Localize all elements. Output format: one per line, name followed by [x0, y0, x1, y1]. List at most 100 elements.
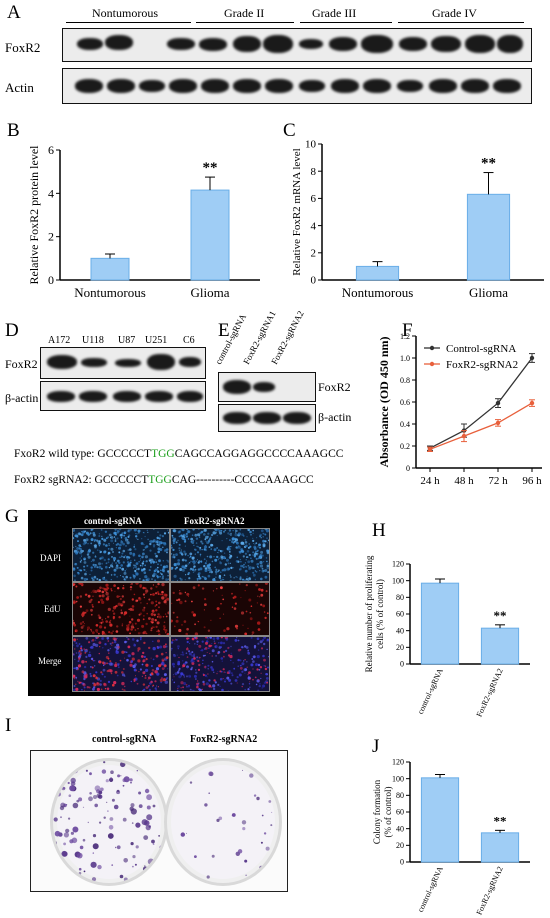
panel-label-a: A	[7, 2, 21, 23]
bar	[480, 627, 520, 665]
chart-c: 0 2 4 6 8 10 Nontumorous Glioma ** Relative FoxR2…	[291, 139, 544, 300]
chart-f: 0 0.2 0.4 0.6 0.8 1.0 1.2 24 h 48 h 72 h 96 h Contr…	[377, 332, 542, 487]
y-tick-label: 0	[48, 273, 54, 287]
y-tick-label: 60	[396, 808, 404, 817]
texture	[176, 761, 277, 880]
bar	[90, 257, 130, 281]
sequence-sg-post: CAG----------CCCCAAAGCC	[171, 474, 314, 486]
micro-edu-control	[71, 581, 171, 637]
panel-label-i: I	[5, 715, 12, 736]
y-axis-title-line: Colony formation	[372, 779, 382, 844]
significance-mark: **	[203, 160, 218, 176]
legend-marker	[429, 361, 435, 367]
blot-d-row-actin: β-actin	[5, 391, 39, 405]
panel-label-j: J	[372, 736, 380, 757]
y-tick-label: 20	[396, 643, 404, 652]
micro-dapi-control	[72, 528, 170, 583]
micro-merge-control	[72, 636, 170, 692]
x-category-label: control-sgRNA	[416, 865, 445, 914]
chart-b: 0 2 4 6 Nontumorous Glioma ** Relative FoxR2 pr…	[27, 143, 260, 300]
x-category-label: Nontumorous	[74, 285, 146, 300]
bar	[420, 777, 460, 863]
sequence-sgrna2: FoxR2 sgRNA2: GCCCCCTTGGCAG----------CCC…	[14, 474, 314, 486]
data-point	[529, 355, 535, 361]
y-tick-label: 0.8	[400, 376, 410, 385]
y-tick-label: 60	[396, 610, 404, 619]
y-tick-label: 0	[400, 660, 404, 669]
micro-merge-foxr2	[170, 636, 270, 693]
panel-label-f: F	[402, 320, 413, 341]
y-tick-label: 80	[396, 593, 404, 602]
bar	[466, 193, 511, 281]
micro-dapi-foxr2	[170, 527, 270, 582]
legend-marker	[429, 345, 435, 351]
y-tick-label: 120	[392, 560, 404, 569]
panel-label-c: C	[283, 120, 296, 141]
bar	[480, 832, 520, 863]
panel-label-g: G	[5, 506, 19, 527]
blot-e-row-actin: β-actin	[318, 410, 352, 424]
lane-label-u251: U251	[145, 335, 168, 346]
sequence-wt-pam: TGG	[151, 448, 175, 460]
y-tick-label: 0.2	[400, 442, 410, 451]
lane-label-u87: U87	[118, 335, 136, 346]
significance-mark: **	[494, 813, 507, 828]
data-point	[461, 433, 467, 439]
group-label-grade-4: Grade IV	[432, 6, 477, 20]
data-point	[495, 420, 501, 426]
sequence-sg-label: FoxR2 sgRNA2:	[14, 474, 92, 486]
y-tick-label: 0	[400, 858, 404, 867]
blot-e-actin	[218, 404, 316, 432]
bar	[190, 189, 230, 281]
y-axis-title-line: Relative FoxR2 protein level	[27, 145, 41, 285]
y-tick-label: 100	[392, 774, 404, 783]
x-category-label: Nontumorous	[342, 285, 414, 300]
dish-label-foxr2: FoxR2-sgRNA2	[190, 734, 258, 745]
data-point	[529, 400, 535, 406]
sequence-wt-pre: GCCCCCT	[97, 448, 152, 460]
y-tick-label: 6	[48, 143, 54, 157]
y-axis-title-line: (% of control)	[383, 787, 393, 838]
lane-label-a172: A172	[48, 335, 71, 346]
x-category-label: FoxR2-sgRNA2	[474, 667, 504, 718]
panel-label-e: E	[218, 320, 230, 341]
texture	[169, 581, 269, 636]
y-tick-label: 4	[311, 220, 317, 232]
lane-label-c6: C6	[183, 335, 195, 346]
group-label-grade-3: Grade III	[312, 6, 357, 20]
y-tick-label: 2	[48, 230, 54, 244]
x-tick-label: 72 h	[488, 475, 508, 487]
y-tick-label: 100	[392, 576, 404, 585]
sequence-sg-pam: TGG	[148, 474, 172, 486]
significance-mark: **	[481, 156, 496, 172]
micro-col-foxr2: FoxR2-sgRNA2	[184, 516, 245, 526]
texture	[170, 527, 270, 582]
micro-col-control: control-sgRNA	[84, 516, 142, 526]
y-tick-label: 20	[396, 841, 404, 850]
series-line	[429, 357, 533, 449]
x-category-label: control-sgRNA	[416, 667, 445, 716]
y-tick-label: 1.2	[400, 332, 410, 341]
group-line-grade-2	[196, 22, 294, 23]
blot-a-row-foxr2: FoxR2	[5, 40, 41, 55]
y-tick-label: 0.6	[400, 398, 410, 407]
y-tick-label: 1.0	[400, 354, 410, 363]
x-category-label: Glioma	[191, 285, 230, 300]
panel-label-b: B	[7, 120, 20, 141]
y-tick-label: 40	[396, 824, 404, 833]
chart-j: 0 20 40 60 80 100 120 control-sgRNA FoxR2-sgRNA2…	[372, 758, 530, 916]
blot-d-foxr2	[40, 347, 206, 379]
texture	[72, 528, 170, 583]
x-category-label: Glioma	[469, 285, 508, 300]
sequence-wt-label: FxoR2 wild type:	[14, 448, 95, 460]
data-point	[495, 400, 501, 406]
micro-edu-foxr2	[169, 581, 270, 636]
sequence-wild-type: FxoR2 wild type: GCCCCCTTGGCAGCCAGGAGGCC…	[14, 448, 343, 460]
dish-control	[50, 758, 168, 886]
bar	[420, 582, 460, 665]
y-tick-label: 120	[392, 758, 404, 767]
micro-row-merge: Merge	[38, 656, 62, 666]
panel-label-h: H	[372, 520, 386, 541]
y-axis-title: Relative FoxR2 mRNA level	[291, 148, 303, 275]
group-label-grade-2: Grade II	[224, 6, 265, 20]
